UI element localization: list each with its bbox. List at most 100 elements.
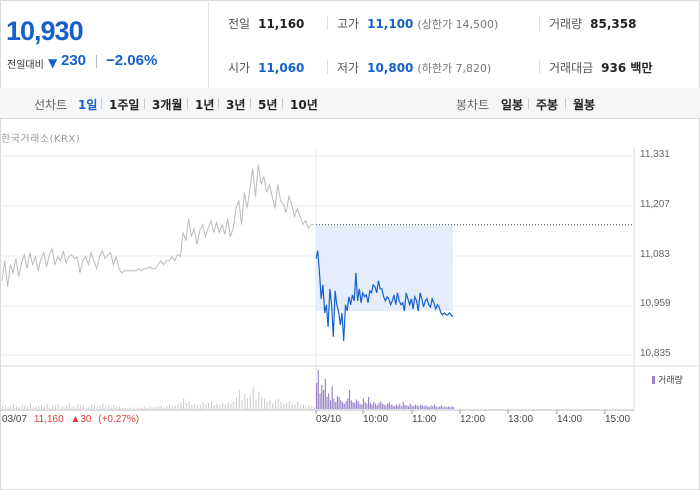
volume-bar-today	[381, 403, 384, 409]
volume-bar-today	[435, 406, 437, 409]
volume-bar-prev	[2, 406, 3, 409]
stat-value: 10,800	[367, 61, 414, 75]
volume-bar-today	[329, 400, 332, 409]
candle-daily[interactable]: 일봉	[501, 98, 524, 112]
y-tick-label: 11,207	[640, 198, 670, 210]
volume-bar-prev	[194, 403, 196, 409]
volume-bar-today	[421, 405, 423, 409]
volume-bar-prev	[247, 398, 249, 409]
period-10year[interactable]: 10년	[290, 98, 318, 112]
volume-bar-today	[449, 407, 451, 409]
volume-bar-prev	[116, 406, 118, 409]
stat-label: 거래량	[549, 17, 583, 31]
volume-bar-prev	[49, 407, 51, 409]
volume-bar-today	[375, 403, 377, 409]
volume-bar-prev	[63, 406, 65, 409]
volume-bar-prev	[74, 407, 76, 409]
volume-bar-prev	[180, 402, 182, 409]
x-tick-label: 14:00	[557, 414, 583, 425]
volume-bar-today	[413, 406, 415, 409]
volume-bar-prev	[302, 404, 304, 409]
volume-bar-prev	[13, 403, 15, 409]
volume-bar-prev	[286, 402, 288, 409]
volume-bar-prev	[269, 400, 271, 409]
change-value: 230	[61, 52, 87, 69]
volume-bar-prev	[60, 407, 62, 409]
stat-value: 936 백만	[601, 61, 653, 75]
volume-bar-prev	[66, 405, 68, 409]
volume-bar-today	[439, 406, 441, 409]
volume-bar-prev	[241, 400, 243, 409]
volume-bar-prev	[15, 406, 17, 409]
volume-bar-today	[359, 403, 361, 409]
current-price: 10,930	[6, 16, 84, 46]
volume-bar-today	[376, 405, 378, 409]
volume-bar-prev	[29, 402, 31, 409]
volume-bar-prev	[132, 408, 134, 409]
divider	[187, 98, 188, 109]
volume-bar-prev	[91, 404, 93, 409]
stat-open: 시가 11,060	[228, 59, 304, 76]
volume-bar-today	[397, 405, 399, 409]
data-source: 한국거래소(KRX)	[1, 134, 81, 145]
volume-bar-prev	[227, 402, 229, 409]
volume-bar-prev	[107, 405, 109, 409]
volume-bar-today	[411, 405, 413, 409]
volume-bar-prev	[102, 403, 104, 409]
volume-bar-prev	[263, 398, 265, 409]
volume-bar-prev	[85, 407, 87, 409]
volume-bar-prev	[166, 406, 168, 409]
volume-bar-prev	[10, 405, 12, 409]
volume-bar-prev	[41, 404, 42, 409]
volume-bar-prev	[171, 406, 173, 409]
volume-bar-today	[366, 403, 368, 409]
volume-bar-prev	[294, 404, 296, 409]
volume-bar-today	[395, 404, 397, 409]
volume-bar-prev	[280, 402, 282, 409]
volume-bar-prev	[311, 406, 313, 409]
volume-bar-prev	[7, 407, 9, 409]
candle-monthly[interactable]: 월봉	[573, 98, 596, 112]
volume-bar-prev	[202, 402, 204, 409]
volume-bar-today	[428, 407, 430, 409]
prev-change-rate: (+0.27%)	[98, 414, 140, 425]
volume-bar-today	[433, 404, 436, 409]
volume-bar-today	[399, 403, 401, 409]
volume-bar-today	[348, 389, 351, 409]
volume-bar-prev	[96, 407, 98, 409]
volume-bar-today	[385, 405, 387, 409]
x-tick-label: 03/10	[316, 414, 342, 425]
volume-bar-prev	[297, 402, 299, 409]
volume-bar-prev	[230, 403, 232, 409]
stat-value: 85,358	[590, 17, 637, 31]
volume-bar-today	[352, 402, 354, 409]
volume-bar-prev	[216, 403, 218, 409]
volume-bar-prev	[99, 406, 101, 409]
period-3month[interactable]: 3개월	[152, 98, 183, 112]
x-tick-label: 12:00	[460, 414, 486, 425]
volume-swatch	[652, 376, 655, 384]
period-1year[interactable]: 1년	[195, 98, 215, 112]
volume-bar-today	[404, 404, 406, 409]
period-5year[interactable]: 5년	[258, 98, 278, 112]
volume-bar-today	[440, 405, 443, 409]
volume-bar-today	[340, 400, 342, 409]
volume-bar-today	[357, 401, 359, 409]
period-1day[interactable]: 1일	[78, 98, 98, 112]
period-1week[interactable]: 1주일	[109, 98, 140, 112]
period-3year[interactable]: 3년	[226, 98, 246, 112]
price-summary: 10,930 전일대비 ▼ 230 −2.06% 전일 11,160 고가 11,1…	[0, 0, 700, 89]
volume-bar-today	[380, 401, 382, 409]
volume-bar-prev	[261, 396, 263, 409]
candle-weekly[interactable]: 주봉	[536, 98, 559, 112]
volume-bar-prev	[130, 407, 132, 409]
y-tick-label: 11,331	[640, 149, 670, 160]
volume-bar-prev	[305, 406, 307, 409]
stat-value: 11,100	[367, 17, 414, 31]
divider	[101, 98, 102, 109]
volume-bar-today	[402, 402, 404, 409]
volume-bar-prev	[300, 405, 302, 409]
divider	[528, 98, 529, 109]
volume-bar-prev	[183, 398, 185, 409]
